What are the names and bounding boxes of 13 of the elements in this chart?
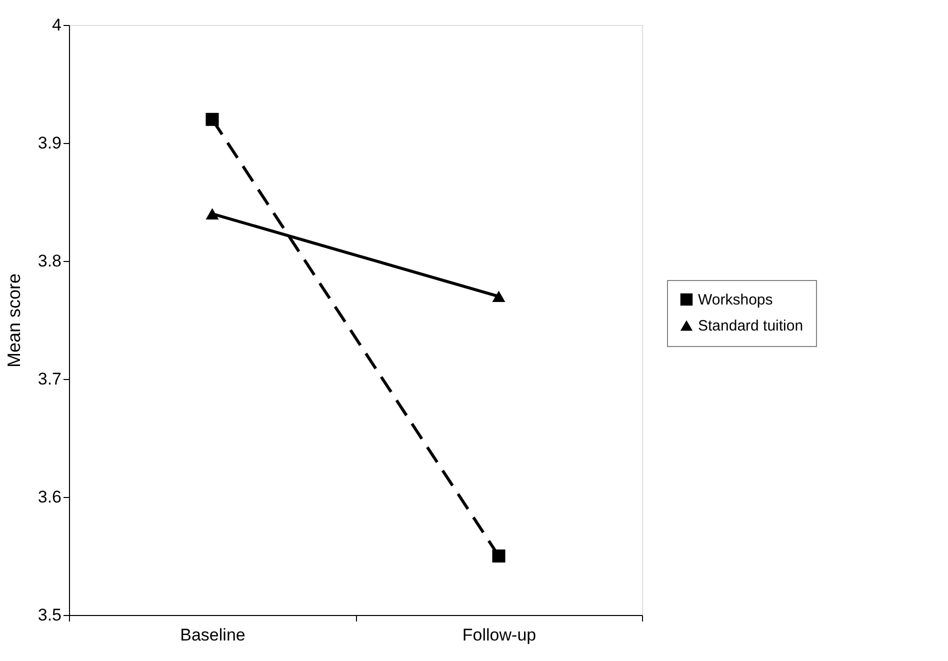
legend-label: Standard tuition [698,318,804,334]
point [206,112,219,126]
y-axis-title: Mean score [4,273,24,368]
y-tick-label: 3.8 [38,252,62,270]
point [492,549,506,563]
legend-label: Workshops [698,292,773,308]
y-tick-label: 3.6 [38,488,62,506]
y-tick-label: 3.5 [38,606,62,624]
x-tick-label: Follow-up [462,626,536,644]
y-tick-label: 3.7 [38,370,62,388]
y-tick-label: 4 [52,16,62,34]
y-tick-label: 3.9 [38,134,62,152]
x-tick-label: Baseline [180,626,246,644]
